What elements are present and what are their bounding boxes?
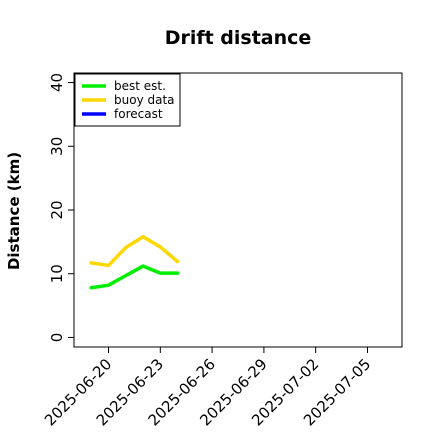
legend-label: buoy data: [114, 93, 175, 107]
legend-label: best est.: [114, 79, 166, 93]
series-layer: [89, 235, 180, 290]
y-tick-label: 20: [48, 200, 66, 219]
series-line-best-est: [89, 264, 180, 290]
chart-title: Drift distance: [165, 27, 312, 49]
y-tick-label: 40: [48, 73, 66, 92]
y-tick-label: 10: [48, 264, 66, 283]
y-tick-label: 30: [48, 137, 66, 156]
series-line-buoy-data: [89, 235, 180, 268]
y-axis: 0 10 20 30 40: [48, 73, 74, 342]
y-axis-label: Distance (km): [5, 152, 23, 270]
legend-label: forecast: [114, 107, 163, 121]
y-tick-label: 0: [48, 333, 66, 343]
